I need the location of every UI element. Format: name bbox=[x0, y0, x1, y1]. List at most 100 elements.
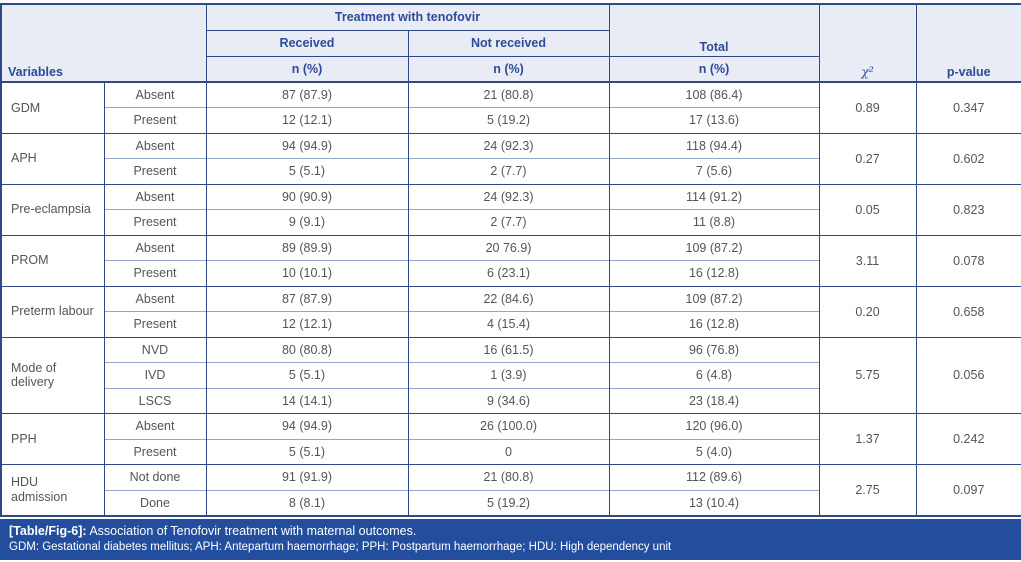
not-received-value: 4 (15.4) bbox=[407, 311, 610, 337]
not-received-value: 22 (84.6) bbox=[407, 285, 610, 312]
not-received-npct-header: n (%) bbox=[407, 55, 610, 83]
category-cell: Present bbox=[103, 311, 207, 337]
total-value: 109 (87.2) bbox=[608, 285, 820, 312]
total-npct-header: n (%) bbox=[608, 55, 820, 83]
not-received-value: 9 (34.6) bbox=[407, 387, 610, 414]
chi-square-value: 2.75 bbox=[818, 464, 917, 516]
total-value: 5 (4.0) bbox=[608, 438, 820, 465]
category-cell: NVD bbox=[103, 336, 207, 363]
table-row: Pre-eclampsia Absent 90 (90.9) 24 (92.3)… bbox=[0, 183, 1021, 235]
received-npct-header: n (%) bbox=[205, 55, 409, 83]
not-received-value: 26 (100.0) bbox=[407, 413, 610, 439]
chi-square-value: 0.27 bbox=[818, 132, 917, 184]
total-value: 13 (10.4) bbox=[608, 489, 820, 516]
table-row: Present 5 (5.1) 0 5 (4.0) bbox=[1, 438, 1021, 465]
not-received-value: 5 (19.2) bbox=[407, 107, 610, 133]
received-value: 80 (80.8) bbox=[205, 336, 409, 363]
table-row: Present 9 (9.1) 2 (7.7) 11 (8.8) bbox=[1, 209, 1021, 235]
total-value: 16 (12.8) bbox=[608, 311, 820, 337]
header-row-2: Received Not received bbox=[1, 29, 1021, 57]
received-value: 5 (5.1) bbox=[205, 158, 409, 184]
total-value: 118 (94.4) bbox=[608, 132, 820, 159]
category-cell: Present bbox=[103, 260, 207, 286]
category-cell: Not done bbox=[103, 464, 207, 490]
not-received-value: 2 (7.7) bbox=[407, 209, 610, 235]
received-value: 89 (89.9) bbox=[205, 234, 409, 261]
received-value: 8 (8.1) bbox=[205, 489, 409, 516]
not-received-value: 1 (3.9) bbox=[407, 362, 610, 388]
total-value: 112 (89.6) bbox=[608, 464, 820, 490]
table-row: Present 12 (12.1) 5 (19.2) 17 (13.6) bbox=[1, 107, 1021, 133]
p-value: 0.097 bbox=[915, 464, 1021, 516]
category-cell: Done bbox=[103, 489, 207, 516]
category-cell: Absent bbox=[103, 234, 207, 261]
received-value: 90 (90.9) bbox=[205, 183, 409, 210]
table-body: GDM Absent 87 (87.9) 21 (80.8) 108 (86.4… bbox=[0, 81, 1021, 516]
total-column-header: Total bbox=[608, 3, 820, 57]
not-received-value: 24 (92.3) bbox=[407, 132, 610, 159]
p-value: 0.242 bbox=[915, 413, 1021, 465]
variables-column-header: Variables bbox=[0, 3, 207, 83]
not-received-value: 0 bbox=[407, 438, 610, 465]
category-cell: Absent bbox=[103, 413, 207, 439]
received-value: 10 (10.1) bbox=[205, 260, 409, 286]
total-value: 16 (12.8) bbox=[608, 260, 820, 286]
table-row: Present 10 (10.1) 6 (23.1) 16 (12.8) bbox=[1, 260, 1021, 286]
not-received-value: 5 (19.2) bbox=[407, 489, 610, 516]
received-value: 14 (14.1) bbox=[205, 387, 409, 414]
p-value: 0.078 bbox=[915, 234, 1021, 286]
variable-name: Pre-eclampsia bbox=[0, 183, 105, 235]
received-value: 5 (5.1) bbox=[205, 362, 409, 388]
not-received-value: 20 76.9) bbox=[407, 234, 610, 261]
total-value: 11 (8.8) bbox=[608, 209, 820, 235]
category-cell: Present bbox=[103, 107, 207, 133]
table-row: LSCS 14 (14.1) 9 (34.6) 23 (18.4) bbox=[1, 387, 1021, 414]
not-received-value: 6 (23.1) bbox=[407, 260, 610, 286]
received-value: 12 (12.1) bbox=[205, 107, 409, 133]
table-row: Mode of delivery NVD 80 (80.8) 16 (61.5)… bbox=[0, 336, 1021, 414]
category-cell: Present bbox=[103, 209, 207, 235]
table-row: Preterm labour Absent 87 (87.9) 22 (84.6… bbox=[0, 285, 1021, 337]
variable-name: GDM bbox=[0, 81, 105, 133]
received-value: 91 (91.9) bbox=[205, 464, 409, 490]
caption-label: [Table/Fig-6]: bbox=[9, 523, 87, 538]
category-cell: Absent bbox=[103, 285, 207, 312]
caption-title: [Table/Fig-6]: Association of Tenofovir … bbox=[9, 523, 1012, 539]
total-value: 108 (86.4) bbox=[608, 81, 820, 108]
table-row: APH Absent 94 (94.9) 24 (92.3) 118 (94.4… bbox=[0, 132, 1021, 184]
table-row: PPH Absent 94 (94.9) 26 (100.0) 120 (96.… bbox=[0, 413, 1021, 465]
table-row: PROM Absent 89 (89.9) 20 76.9) 109 (87.2… bbox=[0, 234, 1021, 286]
total-value: 7 (5.6) bbox=[608, 158, 820, 184]
received-value: 87 (87.9) bbox=[205, 285, 409, 312]
not-received-value: 21 (80.8) bbox=[407, 464, 610, 490]
header-row-1: Variables Treatment with tenofovir Total… bbox=[0, 3, 1021, 83]
not-received-value: 2 (7.7) bbox=[407, 158, 610, 184]
total-value: 96 (76.8) bbox=[608, 336, 820, 363]
chi-square-value: 5.75 bbox=[818, 336, 917, 414]
total-value: 17 (13.6) bbox=[608, 107, 820, 133]
chi-square-value: 0.05 bbox=[818, 183, 917, 235]
category-cell: LSCS bbox=[103, 387, 207, 414]
received-value: 94 (94.9) bbox=[205, 132, 409, 159]
received-value: 9 (9.1) bbox=[205, 209, 409, 235]
caption-text: Association of Tenofovir treatment with … bbox=[89, 523, 417, 538]
total-value: 23 (18.4) bbox=[608, 387, 820, 414]
variable-name: PROM bbox=[0, 234, 105, 286]
variable-name: HDU admission bbox=[0, 464, 105, 516]
received-value: 5 (5.1) bbox=[205, 438, 409, 465]
table-caption-bar: [Table/Fig-6]: Association of Tenofovir … bbox=[0, 518, 1021, 561]
variable-name: Mode of delivery bbox=[0, 336, 105, 414]
treatment-group-header: Treatment with tenofovir bbox=[205, 3, 610, 31]
category-cell: Absent bbox=[103, 132, 207, 159]
category-cell: IVD bbox=[103, 362, 207, 388]
table-row: Done 8 (8.1) 5 (19.2) 13 (10.4) bbox=[1, 489, 1021, 516]
received-value: 12 (12.1) bbox=[205, 311, 409, 337]
chi-square-value: 0.20 bbox=[818, 285, 917, 337]
not-received-column-header: Not received bbox=[407, 29, 610, 57]
not-received-value: 24 (92.3) bbox=[407, 183, 610, 210]
chi-square-value: 3.11 bbox=[818, 234, 917, 286]
received-column-header: Received bbox=[205, 29, 409, 57]
caption-abbreviations: GDM: Gestational diabetes mellitus; APH:… bbox=[9, 540, 672, 553]
p-value: 0.823 bbox=[915, 183, 1021, 235]
